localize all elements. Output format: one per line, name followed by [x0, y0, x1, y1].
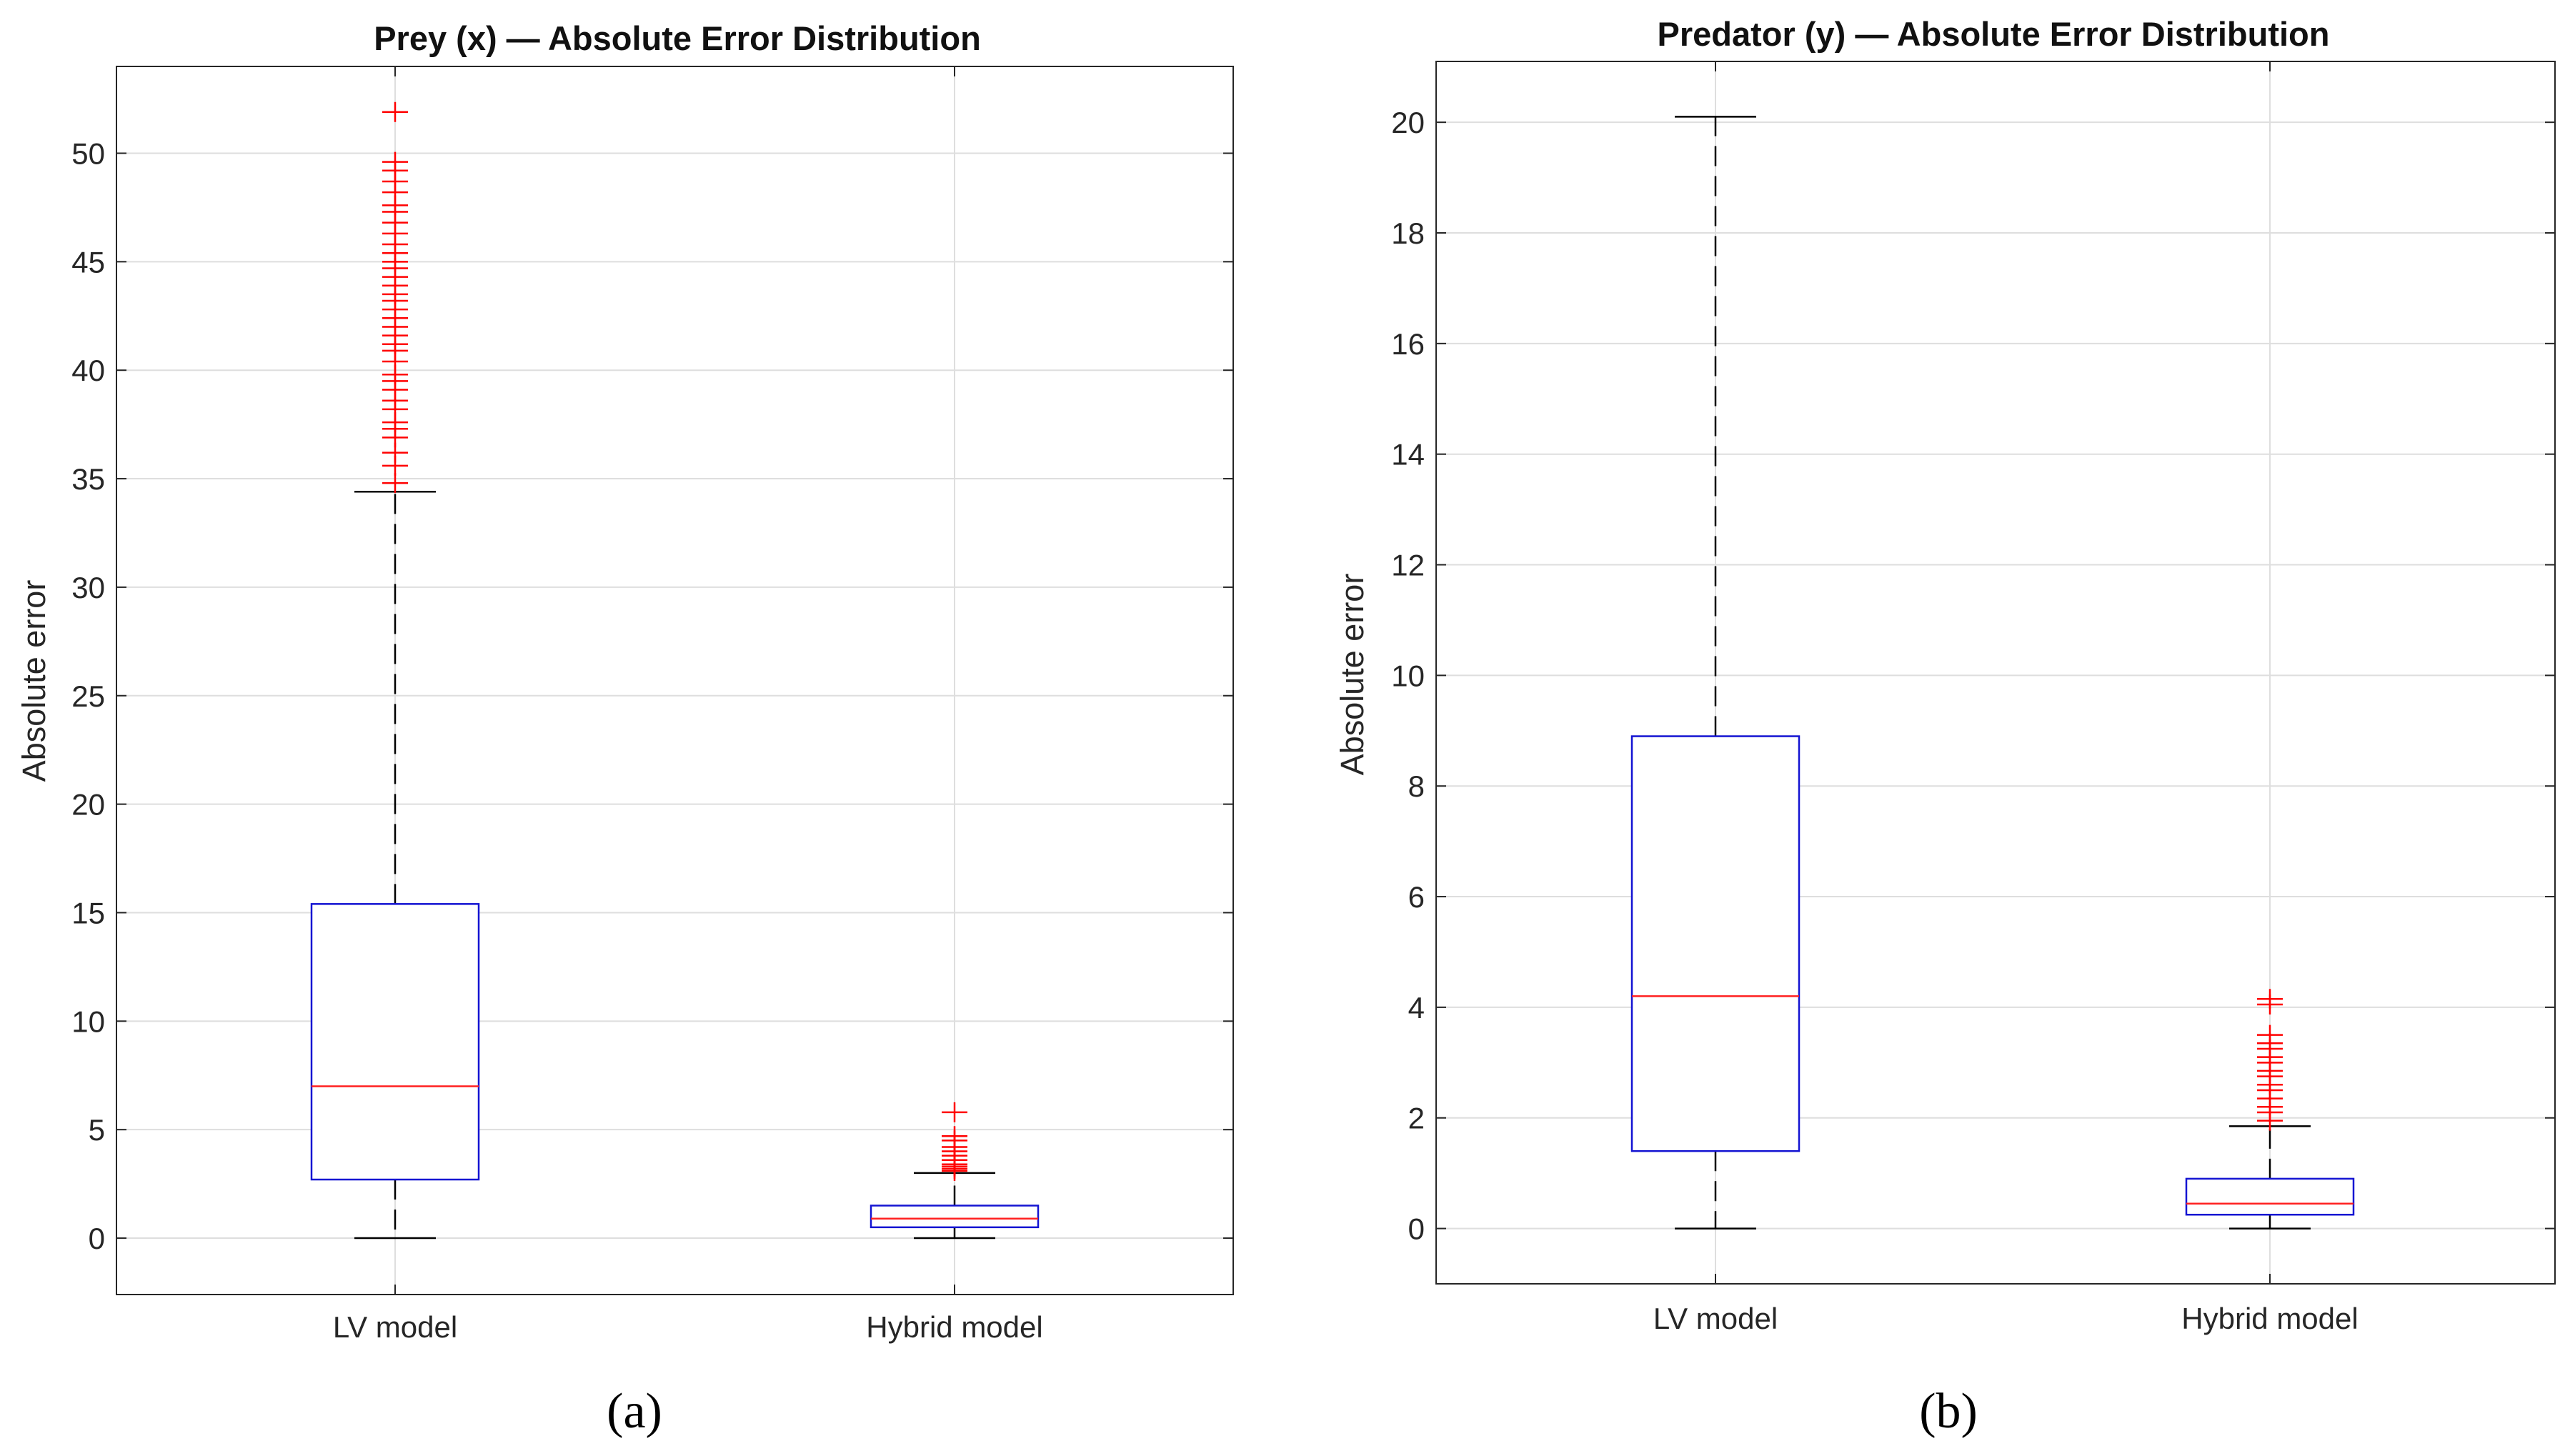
panel-b: Predator (y) — Absolute Error Distributi… [1334, 15, 2556, 1439]
subfigure-label-b: (b) [1919, 1384, 1978, 1439]
y-tick-label: 5 [89, 1113, 105, 1147]
y-tick-label: 16 [1391, 327, 1425, 361]
y-tick-label: 2 [1408, 1102, 1425, 1135]
y-tick-label: 10 [71, 1004, 105, 1038]
y-tick-label: 6 [1408, 880, 1425, 914]
y-tick-label: 12 [1391, 549, 1425, 582]
panel-a: Prey (x) — Absolute Error Distribution 0… [16, 19, 1234, 1439]
y-axis-label-a: Absolute error [16, 580, 52, 782]
y-tick-label: 50 [71, 136, 105, 170]
y-tick-label: 40 [71, 354, 105, 387]
y-tick-label: 18 [1391, 216, 1425, 250]
outlier-marker [382, 473, 408, 494]
boxplots-a [310, 101, 1040, 1240]
plot-area-a [116, 66, 1234, 1295]
x-tick-label-lv-b: LV model [1653, 1302, 1778, 1335]
iqr-box [310, 903, 480, 1181]
y-tick-labels-a: 0 5 10 15 20 25 30 35 40 45 50 [71, 136, 105, 1255]
plot-area-b [1435, 61, 2556, 1285]
y-tick-label: 14 [1391, 438, 1425, 472]
y-tick-label: 0 [1408, 1212, 1425, 1246]
y-axis-label-b: Absolute error [1334, 574, 1370, 776]
chart-title-a: Prey (x) — Absolute Error Distribution [374, 19, 981, 57]
y-tick-label: 10 [1391, 659, 1425, 692]
y-tick-label: 20 [71, 788, 105, 822]
iqr-box [1630, 735, 1801, 1152]
iqr-box [2185, 1177, 2355, 1216]
chart-title-b: Predator (y) — Absolute Error Distributi… [1658, 15, 2330, 53]
outlier-marker [382, 101, 408, 122]
y-tick-label: 20 [1391, 106, 1425, 139]
y-tick-label: 0 [89, 1222, 105, 1255]
y-tick-label: 8 [1408, 769, 1425, 803]
y-tick-label: 15 [71, 896, 105, 929]
grid-b [1436, 61, 2555, 1284]
x-tick-label-hybrid-b: Hybrid model [2181, 1302, 2358, 1335]
outlier-marker [382, 151, 408, 172]
iqr-box [870, 1205, 1040, 1229]
grid-a [116, 66, 1233, 1295]
y-tick-label: 35 [71, 462, 105, 496]
boxplots-b [1630, 116, 2355, 1230]
x-tick-label-hybrid-a: Hybrid model [866, 1310, 1042, 1344]
y-tick-label: 45 [71, 245, 105, 279]
subfigure-label-a: (a) [607, 1384, 662, 1439]
y-tick-labels-b: 0 2 4 6 8 10 12 14 16 18 20 [1391, 106, 1425, 1245]
x-tick-label-lv-a: LV model [333, 1310, 457, 1344]
y-tick-label: 25 [71, 679, 105, 713]
y-tick-label: 30 [71, 571, 105, 604]
outlier-marker [2257, 989, 2283, 1009]
y-tick-label: 4 [1408, 991, 1425, 1024]
outlier-marker [942, 1102, 967, 1122]
outlier-marker [2257, 1024, 2283, 1045]
outlier-marker [942, 1126, 967, 1147]
